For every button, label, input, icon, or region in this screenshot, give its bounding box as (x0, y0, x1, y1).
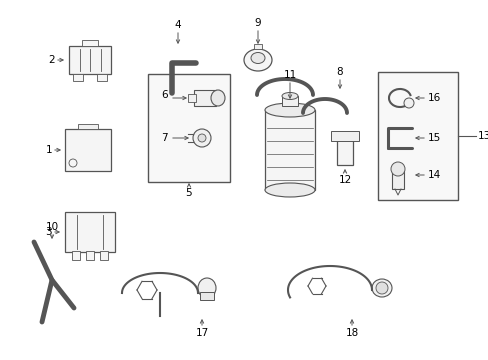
Ellipse shape (264, 103, 314, 117)
Ellipse shape (198, 278, 216, 298)
Text: 10: 10 (45, 222, 59, 232)
Bar (264, 110, 314, 190)
Bar (377, 72, 457, 200)
Ellipse shape (371, 279, 391, 297)
Circle shape (375, 282, 387, 294)
Text: 2: 2 (48, 55, 55, 65)
Bar (148, 74, 229, 182)
Bar (73, 74, 83, 81)
Text: 9: 9 (254, 18, 261, 28)
Ellipse shape (282, 93, 297, 99)
Ellipse shape (264, 183, 314, 197)
Bar (82, 40, 98, 46)
Circle shape (390, 162, 404, 176)
Ellipse shape (250, 53, 264, 63)
Circle shape (198, 134, 205, 142)
Ellipse shape (244, 49, 271, 71)
Text: 6: 6 (161, 90, 168, 100)
Text: 7: 7 (161, 133, 168, 143)
Text: 8: 8 (336, 67, 343, 77)
Bar (194, 90, 216, 106)
Bar (69, 46, 111, 74)
Bar (187, 94, 196, 102)
Ellipse shape (210, 90, 224, 106)
Bar (65, 212, 115, 252)
Bar (100, 251, 108, 260)
Text: 12: 12 (338, 175, 351, 185)
Bar (65, 129, 111, 171)
Bar (72, 251, 80, 260)
Text: 14: 14 (427, 170, 440, 180)
Circle shape (69, 159, 77, 167)
Bar (78, 124, 98, 129)
Text: 16: 16 (427, 93, 440, 103)
Text: 11: 11 (283, 70, 296, 80)
Bar (330, 131, 358, 141)
Bar (336, 137, 352, 165)
Bar (282, 96, 297, 106)
Text: 1: 1 (45, 145, 52, 155)
Bar (391, 171, 403, 189)
Bar (86, 251, 94, 260)
Circle shape (403, 98, 413, 108)
Text: 5: 5 (185, 188, 192, 198)
Text: 13: 13 (477, 131, 488, 141)
Text: 4: 4 (174, 20, 181, 30)
Text: 18: 18 (345, 328, 358, 338)
Bar (253, 44, 262, 49)
Bar (97, 74, 107, 81)
Circle shape (193, 129, 210, 147)
Bar (200, 292, 214, 300)
Text: 15: 15 (427, 133, 440, 143)
Text: 17: 17 (195, 328, 208, 338)
Text: 3: 3 (45, 227, 52, 237)
